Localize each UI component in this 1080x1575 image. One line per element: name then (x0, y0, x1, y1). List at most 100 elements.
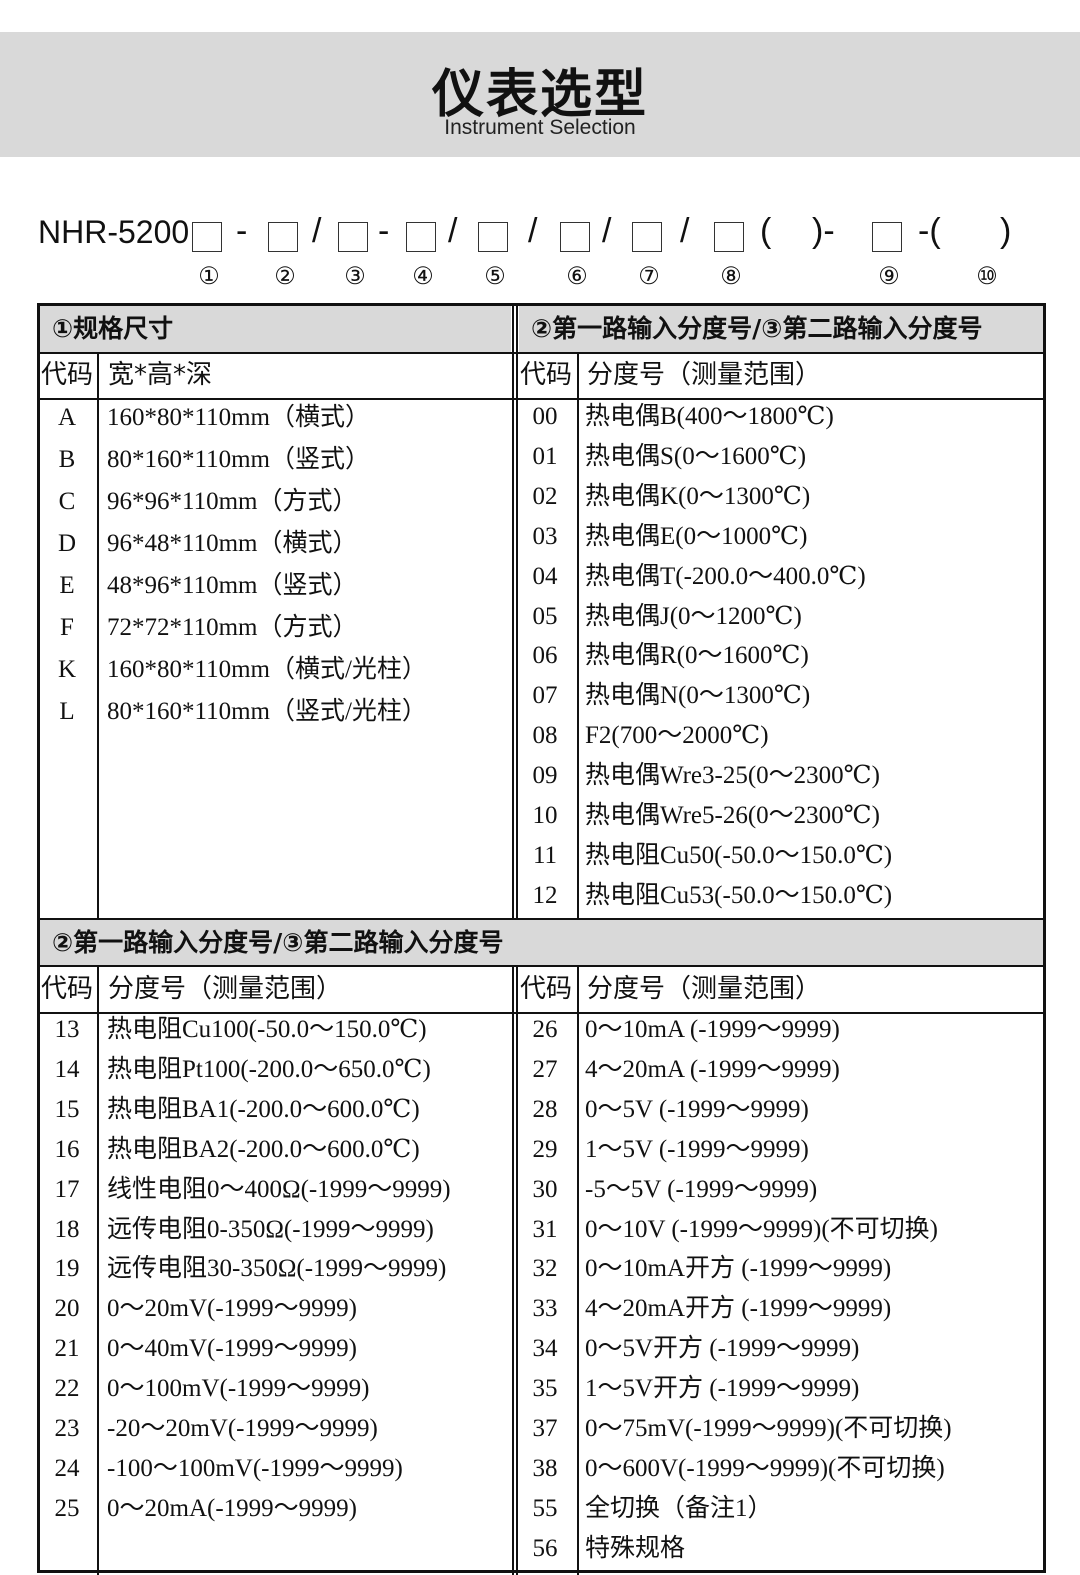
table-row-code: 12 (532, 881, 558, 909)
separator: ) (1000, 212, 1012, 250)
v-divider (97, 352, 99, 918)
position-number: ④ (412, 264, 434, 290)
position-number: ⑩ (976, 264, 998, 290)
table-row-desc: -5～5V (-1999～9999) (585, 1175, 818, 1203)
position-number: ② (274, 264, 296, 290)
code-box (338, 222, 368, 252)
table-row-desc: 热电阻Cu53(-50.0～150.0℃) (585, 881, 893, 909)
table-row-code: 16 (54, 1135, 80, 1163)
table-row-desc: 0～10V (-1999～9999)(不可切换) (585, 1215, 938, 1243)
v-divider (512, 965, 514, 1575)
table-row-code: A (57, 404, 77, 431)
v-divider (516, 965, 518, 1575)
code-box (714, 222, 744, 252)
header-code: 代码 (520, 360, 573, 390)
table-row-code: 17 (54, 1175, 80, 1203)
table-row-desc: 线性电阻0～400Ω(-1999～9999) (107, 1175, 451, 1203)
table-row-desc: 远传电阻30-350Ω(-1999～9999) (107, 1255, 447, 1283)
table-row-code: 28 (532, 1095, 558, 1123)
v-divider (516, 303, 518, 918)
table-row-desc: 热电偶S(0～1600℃) (585, 442, 807, 470)
section2-title: ②第一路输入分度号/③第二路输入分度号 (40, 920, 1043, 965)
header-code: 代码 (41, 360, 94, 390)
code-box (192, 222, 222, 252)
table-row-desc: 热电阻BA1(-200.0～600.0℃) (107, 1095, 420, 1123)
table-row-desc: 1～5V (-1999～9999) (585, 1135, 809, 1163)
table-row-code: 25 (54, 1494, 80, 1522)
table-row-code: 27 (532, 1055, 558, 1083)
table-row-code: 22 (54, 1375, 80, 1403)
table-row-code: 05 (532, 602, 558, 630)
table-row-code: 10 (532, 802, 558, 829)
table-row-desc: 热电偶Wre5-26(0～2300℃) (585, 802, 880, 829)
table-row-desc: 0～10mA (-1999～9999) (585, 1016, 840, 1043)
table-row-desc: 0～40mV(-1999～9999) (107, 1335, 357, 1363)
table-row-desc: 80*160*110mm（竖式） (107, 446, 370, 473)
table-row-code: 37 (532, 1415, 558, 1442)
table-row-code: 13 (54, 1016, 80, 1043)
table-row-code: 06 (532, 642, 558, 670)
table-row-code: 26 (532, 1016, 558, 1043)
table-row-desc: 0～100mV(-1999～9999) (107, 1375, 370, 1403)
table-row-code: 38 (532, 1454, 558, 1482)
header-desc: 分度号（测量范围） (587, 360, 822, 390)
table-row-desc: 160*80*110mm（横式/光柱） (107, 656, 427, 683)
h-divider (37, 1012, 1046, 1014)
table-row-code: L (59, 698, 75, 725)
table-row-code: F (60, 614, 74, 641)
code-box (872, 222, 902, 252)
table-row-desc: F2(700～2000℃) (585, 722, 769, 750)
position-number: ⑧ (720, 264, 742, 290)
table-row-code: 31 (532, 1215, 558, 1243)
table-row-code: K (57, 656, 77, 683)
section1-left-title: ①规格尺寸 (40, 306, 511, 352)
h-divider (37, 398, 1046, 400)
page-subtitle: Instrument Selection (444, 116, 636, 139)
table-row-desc: 72*72*110mm（方式） (107, 614, 358, 641)
position-number: ⑤ (484, 264, 506, 290)
table-row-code: 08 (532, 722, 558, 750)
code-box (268, 222, 298, 252)
position-number: ⑨ (878, 264, 900, 290)
table-row-desc: 0～20mV(-1999～9999) (107, 1295, 357, 1323)
table-row-code: 02 (532, 482, 558, 510)
position-number: ③ (344, 264, 366, 290)
table-row-desc: 热电阻Cu100(-50.0～150.0℃) (107, 1016, 427, 1043)
table-row-desc: 4～20mA开方 (-1999～9999) (585, 1295, 892, 1323)
separator: ( (760, 212, 772, 250)
table-row-code: 14 (54, 1055, 80, 1083)
section1-right-title: ②第一路输入分度号/③第二路输入分度号 (519, 306, 1043, 352)
table-row-code: 18 (54, 1215, 80, 1243)
table-row-desc: 热电阻Pt100(-200.0～650.0℃) (107, 1055, 431, 1083)
v-divider (512, 303, 514, 918)
table-row-code: 19 (54, 1255, 80, 1283)
table-row-code: 04 (532, 562, 558, 590)
table-row-code: 32 (532, 1255, 558, 1283)
table-row-desc: 4～20mA (-1999～9999) (585, 1055, 840, 1083)
table-row-desc: 热电阻Cu50(-50.0～150.0℃) (585, 841, 893, 869)
table-row-desc: 热电阻BA2(-200.0～600.0℃) (107, 1135, 420, 1163)
table-row-code: 30 (532, 1175, 558, 1203)
code-box (406, 222, 436, 252)
page-title: 仪表选型 (431, 65, 648, 125)
header-desc: 宽*高*深 (108, 360, 213, 390)
separator: - (236, 212, 248, 250)
table-row-desc: 0～10mA开方 (-1999～9999) (585, 1255, 892, 1283)
table-row-desc: 热电偶K(0～1300℃) (585, 482, 811, 510)
separator: - (378, 212, 390, 250)
position-number: ① (198, 264, 220, 290)
table-row-desc: 96*96*110mm（方式） (107, 488, 358, 515)
separator: / (528, 212, 538, 250)
header-code: 代码 (41, 974, 94, 1004)
table-row-code: 55 (532, 1494, 558, 1522)
v-divider (577, 352, 579, 918)
table-row-desc: 热电偶N(0～1300℃) (585, 682, 811, 710)
v-divider (577, 965, 579, 1575)
table-row-desc: 0～5V开方 (-1999～9999) (585, 1335, 860, 1363)
header-band (0, 32, 1080, 157)
v-divider (97, 965, 99, 1575)
table-row-desc: 0～20mA(-1999～9999) (107, 1494, 357, 1522)
table-row-code: D (57, 530, 77, 557)
table-row-code: 35 (532, 1375, 558, 1403)
separator: / (602, 212, 612, 250)
